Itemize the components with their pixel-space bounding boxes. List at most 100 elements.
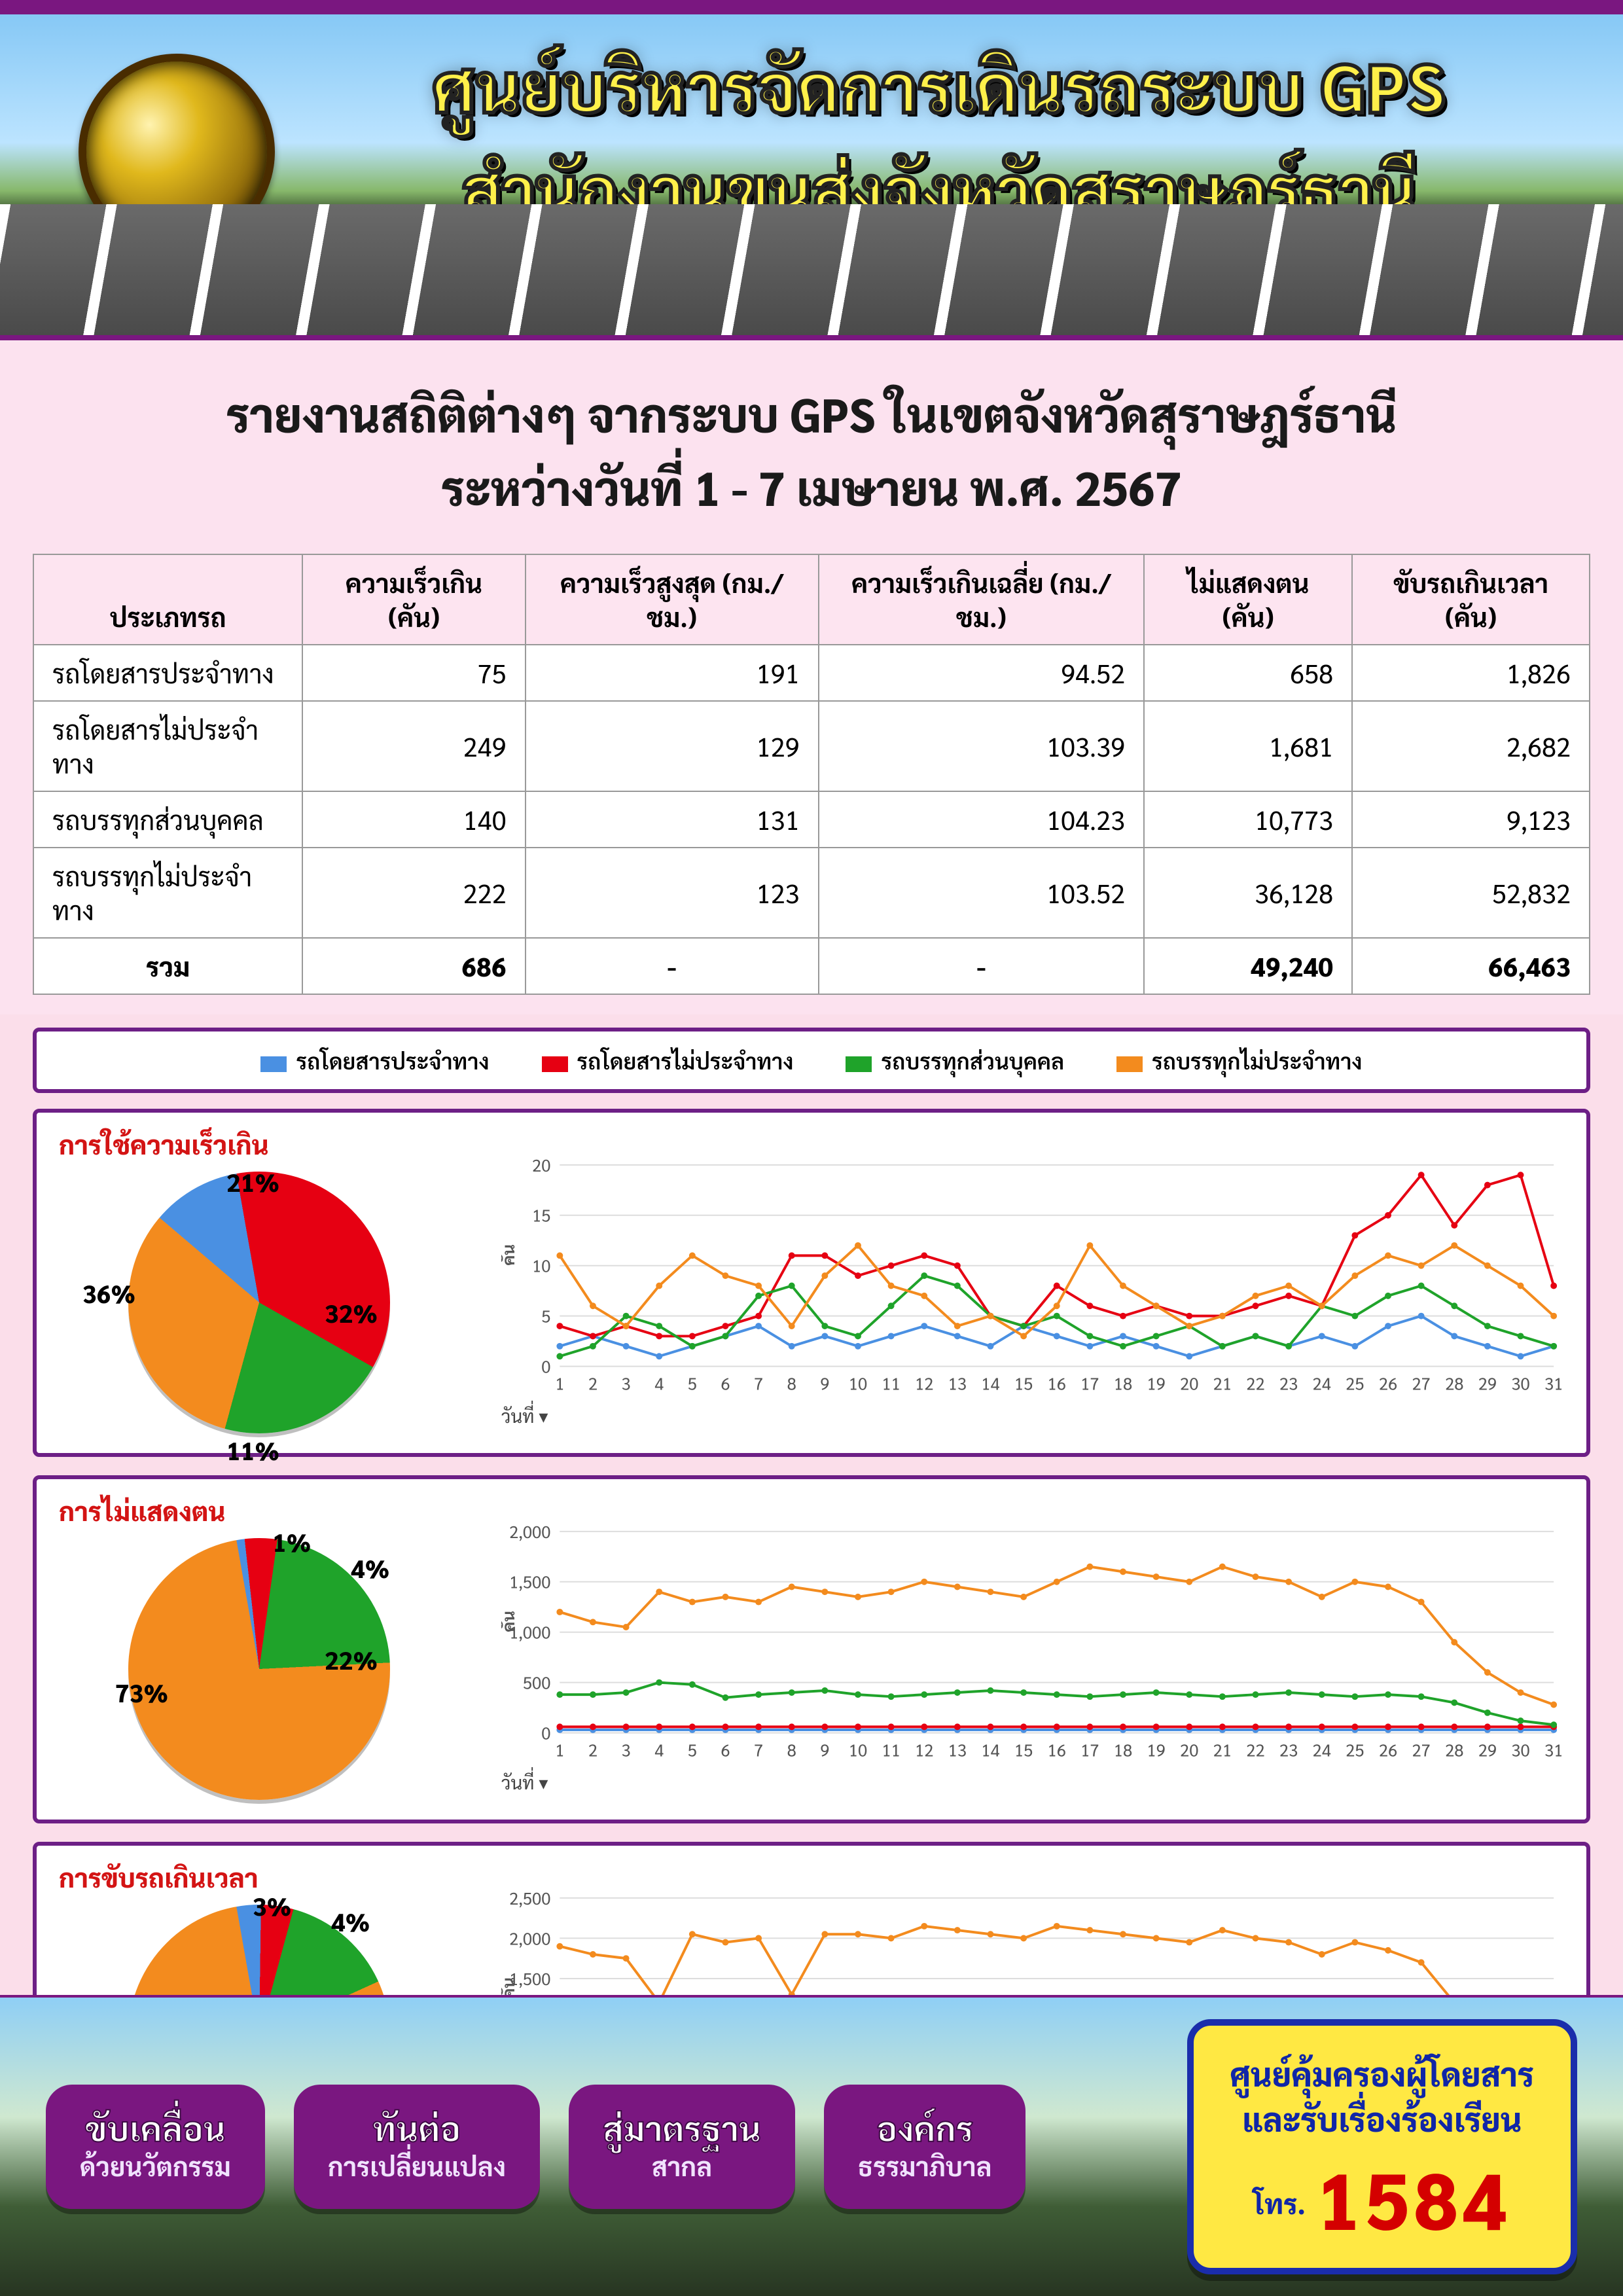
svg-text:19: 19 — [1147, 1738, 1165, 1760]
th-speed-max: ความเร็วสูงสุด (กม./ชม.) — [526, 554, 819, 645]
svg-text:10: 10 — [532, 1254, 550, 1276]
svg-text:0: 0 — [541, 1355, 550, 1377]
svg-text:20: 20 — [1180, 1738, 1198, 1760]
svg-text:2: 2 — [588, 1738, 597, 1760]
svg-text:27: 27 — [1412, 1371, 1430, 1393]
svg-text:6: 6 — [721, 1371, 730, 1393]
report-title: รายงานสถิติต่างๆ จากระบบ GPS ในเขตจังหวั… — [52, 382, 1571, 444]
svg-text:25: 25 — [1346, 1371, 1364, 1393]
th-speed-avg: ความเร็วเกินเฉลี่ย (กม./ชม.) — [819, 554, 1145, 645]
chart-title: การขับรถเกินเวลา — [59, 1860, 259, 1894]
svg-text:14: 14 — [981, 1371, 999, 1393]
svg-text:12: 12 — [915, 1738, 933, 1760]
svg-text:12: 12 — [915, 1371, 933, 1393]
svg-text:คัน: คัน — [501, 1244, 518, 1266]
svg-text:6: 6 — [721, 1738, 730, 1760]
svg-text:15: 15 — [1014, 1738, 1033, 1760]
svg-text:21: 21 — [1213, 1738, 1232, 1760]
svg-text:5: 5 — [541, 1304, 550, 1327]
pie-slice-label: 21% — [226, 1165, 279, 1198]
svg-text:22: 22 — [1246, 1371, 1264, 1393]
svg-text:15: 15 — [532, 1204, 550, 1226]
pie-slice-label: 73% — [115, 1676, 168, 1708]
legend-item: รถบรรทุกส่วนบุคคล — [846, 1046, 1064, 1075]
svg-text:23: 23 — [1279, 1738, 1298, 1760]
svg-text:5: 5 — [688, 1371, 697, 1393]
table-row: รถบรรทุกไม่ประจำทาง222123103.5236,12852,… — [33, 848, 1590, 938]
svg-text:2,000: 2,000 — [509, 1926, 550, 1948]
svg-text:21: 21 — [1213, 1371, 1232, 1393]
svg-text:11: 11 — [882, 1371, 900, 1393]
chart-block: การใช้ความเร็วเกิน36%21%32%11%05101520คั… — [33, 1109, 1590, 1457]
pie-chart: 36%21%32%11% — [76, 1165, 442, 1446]
value-pill: องค์กรธรรมาภิบาล — [824, 2085, 1026, 2208]
svg-text:11: 11 — [882, 1738, 900, 1760]
legend-item: รถบรรทุกไม่ประจำทาง — [1116, 1046, 1362, 1075]
line-chart: 05001,0001,5002,000คัน123456789101112131… — [501, 1518, 1567, 1813]
table-row: รถโดยสารประจำทาง7519194.526581,826 — [33, 645, 1590, 701]
th-overtime: ขับรถเกินเวลา (คัน) — [1352, 554, 1590, 645]
pie-slice-label: 3% — [253, 1889, 291, 1922]
hero-line1: ศูนย์บริหารจัดการเดินรถระบบ GPS — [308, 41, 1571, 129]
svg-text:15: 15 — [1014, 1371, 1033, 1393]
svg-text:31: 31 — [1544, 1738, 1563, 1760]
svg-text:17: 17 — [1080, 1738, 1099, 1760]
th-type: ประเภทรถ — [33, 554, 302, 645]
legend-item: รถโดยสารไม่ประจำทาง — [542, 1046, 794, 1075]
svg-text:29: 29 — [1478, 1371, 1497, 1393]
value-pills: ขับเคลื่อนด้วยนวัตกรรมทันต่อการเปลี่ยนแป… — [46, 2085, 1026, 2208]
chart-block: การไม่แสดงตน1%4%22%73%05001,0001,5002,00… — [33, 1475, 1590, 1823]
pie-slice-label: 1% — [272, 1525, 311, 1558]
svg-text:25: 25 — [1346, 1738, 1364, 1760]
table-total-row: รวม686--49,24066,463 — [33, 938, 1590, 994]
th-noshow: ไม่แสดงตน (คัน) — [1144, 554, 1352, 645]
svg-text:20: 20 — [1180, 1371, 1198, 1393]
svg-text:28: 28 — [1445, 1371, 1463, 1393]
hotline-l2: และรับเรื่องร้องเรียน — [1230, 2097, 1535, 2140]
svg-text:19: 19 — [1147, 1371, 1165, 1393]
svg-text:31: 31 — [1544, 1371, 1563, 1393]
svg-text:27: 27 — [1412, 1738, 1430, 1760]
svg-text:20: 20 — [532, 1153, 550, 1175]
svg-text:16: 16 — [1048, 1738, 1066, 1760]
svg-text:10: 10 — [849, 1738, 867, 1760]
svg-text:9: 9 — [820, 1371, 829, 1393]
svg-text:10: 10 — [849, 1371, 867, 1393]
svg-text:13: 13 — [948, 1738, 967, 1760]
pie-slice-label: 32% — [325, 1296, 378, 1329]
svg-text:500: 500 — [523, 1671, 551, 1693]
svg-text:คัน: คัน — [501, 1611, 518, 1632]
report-daterange: ระหว่างวันที่ 1 - 7 เมษายน พ.ศ. 2567 — [52, 456, 1571, 517]
svg-text:18: 18 — [1114, 1738, 1132, 1760]
svg-text:0: 0 — [541, 1721, 550, 1744]
hero-banner: ศูนย์บริหารจัดการเดินรถระบบ GPS สำนักงาน… — [0, 0, 1623, 340]
x-axis-label: วันที่ ▾ — [501, 1404, 1567, 1427]
svg-text:18: 18 — [1114, 1371, 1132, 1393]
legend-item: รถโดยสารประจำทาง — [260, 1046, 489, 1075]
hero-title: ศูนย์บริหารจัดการเดินรถระบบ GPS สำนักงาน… — [308, 41, 1571, 230]
table-row: รถโดยสารไม่ประจำทาง249129103.391,6812,68… — [33, 701, 1590, 791]
svg-text:4: 4 — [654, 1738, 664, 1760]
svg-text:22: 22 — [1246, 1738, 1264, 1760]
svg-text:1: 1 — [555, 1371, 564, 1393]
hotline-number: โทร.1584 — [1230, 2146, 1535, 2248]
svg-text:3: 3 — [621, 1371, 630, 1393]
svg-text:26: 26 — [1379, 1738, 1397, 1760]
pie-slice-label: 36% — [82, 1276, 135, 1309]
svg-text:2,000: 2,000 — [509, 1520, 550, 1542]
svg-text:17: 17 — [1080, 1371, 1099, 1393]
svg-text:3: 3 — [621, 1738, 630, 1760]
chart-title: การใช้ความเร็วเกิน — [59, 1127, 269, 1161]
stats-table: ประเภทรถ ความเร็วเกิน (คัน) ความเร็วสูงส… — [33, 554, 1590, 995]
pie-slice-label: 4% — [351, 1551, 389, 1584]
svg-text:2: 2 — [588, 1371, 597, 1393]
svg-text:30: 30 — [1511, 1371, 1529, 1393]
svg-text:7: 7 — [754, 1738, 763, 1760]
value-pill: ทันต่อการเปลี่ยนแปลง — [294, 2085, 540, 2208]
svg-text:1: 1 — [555, 1738, 564, 1760]
pie-slice-label: 22% — [325, 1643, 378, 1676]
hotline-box: ศูนย์คุ้มครองผู้โดยสาร และรับเรื่องร้องเ… — [1187, 2019, 1578, 2274]
svg-text:7: 7 — [754, 1371, 763, 1393]
pie-slice-label: 11% — [226, 1433, 279, 1466]
table-row: รถบรรทุกส่วนบุคคล140131104.2310,7739,123 — [33, 791, 1590, 848]
